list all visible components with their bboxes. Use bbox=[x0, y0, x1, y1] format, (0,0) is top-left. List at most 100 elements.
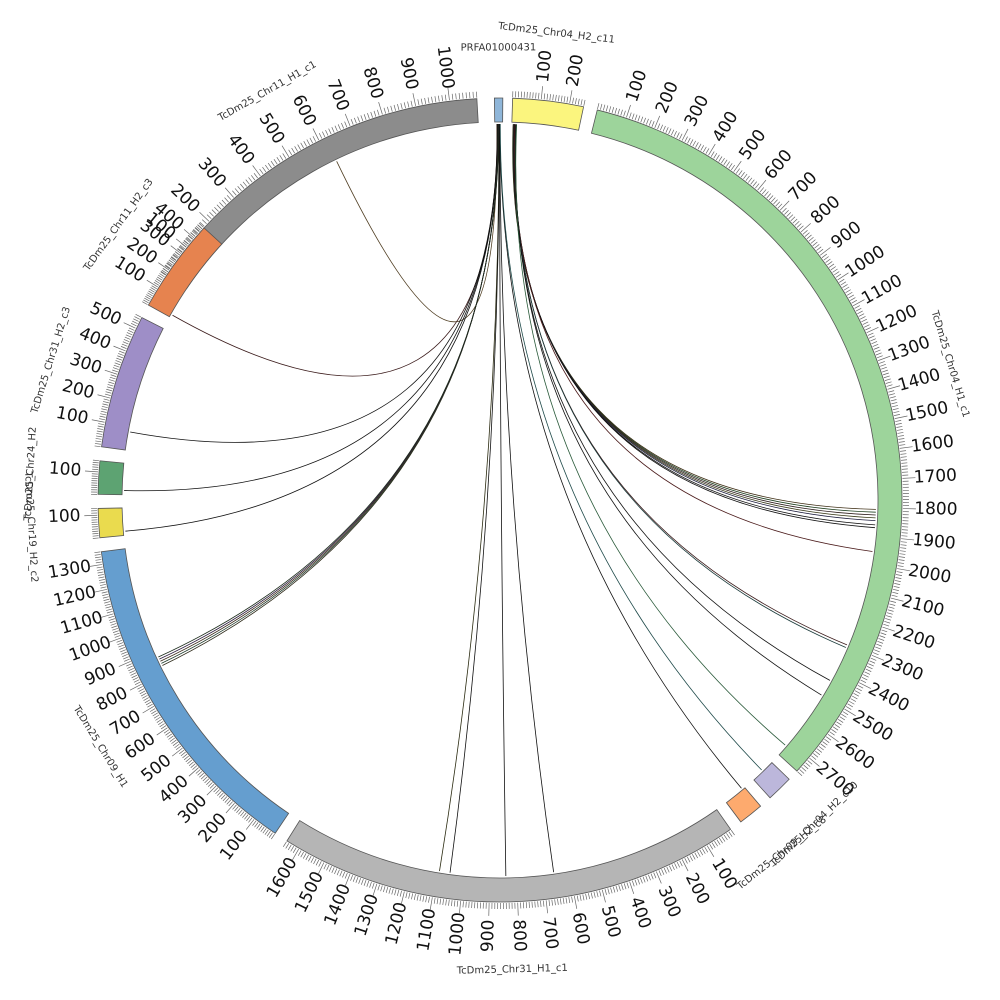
tick-label: 700 bbox=[538, 916, 562, 951]
tick-label: 1300 bbox=[885, 332, 933, 366]
ideogram-TcDm25_Chr31_H2_c3 bbox=[101, 316, 164, 451]
link-23 bbox=[514, 124, 873, 552]
link-5 bbox=[162, 123, 499, 666]
tick-label: 2100 bbox=[899, 591, 946, 621]
link-6 bbox=[161, 123, 499, 664]
ideogram-TcDm25_Chr11_H2_c3 bbox=[147, 227, 223, 318]
link-17 bbox=[512, 124, 876, 513]
tick-label: 1500 bbox=[291, 868, 328, 916]
tick-label: 1700 bbox=[913, 465, 957, 487]
tick-label: 1600 bbox=[263, 854, 302, 901]
ideogram-TcDm25_Chr09_H1 bbox=[100, 548, 290, 834]
tick-label: 500 bbox=[597, 903, 625, 939]
chromosome-label: TcDm25_Chr31_H1_c1 bbox=[456, 963, 568, 977]
ideogram-TcDm25_Chr11_H1_c1 bbox=[166, 98, 479, 290]
ideogram-TcDm25_Chr31_H1_c1 bbox=[286, 809, 732, 903]
tick-label: 500 bbox=[87, 298, 125, 330]
tick-label: 300 bbox=[654, 883, 685, 921]
tick-label: 1300 bbox=[351, 892, 383, 939]
ticks-TcDm25_Chr31_H2_c3 bbox=[91, 314, 142, 448]
tick-label: 700 bbox=[785, 168, 822, 205]
link-16 bbox=[512, 124, 876, 510]
tick-label: 600 bbox=[288, 92, 320, 130]
tick-label: 200 bbox=[681, 870, 714, 908]
tick-label: 700 bbox=[322, 77, 353, 115]
link-1 bbox=[172, 124, 498, 377]
tick-label: 100 bbox=[48, 458, 82, 480]
tick-label: 2200 bbox=[890, 621, 937, 654]
tick-label: 1000 bbox=[842, 242, 889, 282]
tick-label: 100 bbox=[622, 67, 651, 104]
link-21 bbox=[513, 124, 876, 526]
link-14 bbox=[499, 123, 742, 789]
ticks-TcDm25_Chr04_H2_c11 bbox=[512, 86, 586, 106]
link-27 bbox=[515, 124, 822, 696]
link-0 bbox=[336, 124, 498, 323]
link-3 bbox=[124, 124, 499, 492]
link-12 bbox=[499, 123, 507, 876]
link-20 bbox=[513, 124, 876, 522]
ideogram-TcDm25_Chr04_H2_c11 bbox=[511, 97, 585, 131]
link-15 bbox=[499, 123, 762, 771]
tick-label: 2000 bbox=[907, 561, 953, 588]
tick-label: 1200 bbox=[873, 301, 921, 337]
tick-label: 200 bbox=[652, 79, 683, 117]
ticks-TcDm25_Chr24_H2 bbox=[84, 459, 99, 495]
ideogram-TcDm25_Chr04_H2_c10 bbox=[753, 762, 790, 799]
tick-label: 800 bbox=[807, 192, 845, 229]
chromosome-label: TcDm25_Chr31_H2_c3 bbox=[29, 306, 73, 416]
tick-label: 100 bbox=[533, 49, 556, 83]
ideogram-layer bbox=[97, 97, 903, 903]
tick-label: 1100 bbox=[413, 907, 440, 953]
ideogram-TcDm25_Chr09_H2_c8 bbox=[725, 787, 762, 823]
tick-label: 500 bbox=[735, 126, 770, 164]
tick-label: 400 bbox=[223, 130, 258, 168]
ideogram-TcDm25_Chr04_H1_c1 bbox=[590, 109, 903, 772]
tick-label: 200 bbox=[60, 376, 96, 404]
tick-label: 1100 bbox=[58, 607, 105, 638]
link-10 bbox=[439, 123, 500, 872]
chromosome-label: TcDm25_Chr09_H2_c8 bbox=[734, 814, 828, 892]
tick-label: 300 bbox=[681, 92, 714, 130]
tick-label: 900 bbox=[396, 56, 422, 92]
links-layer bbox=[124, 123, 876, 876]
tick-label: 100 bbox=[54, 403, 90, 429]
ticks-TcDm25_Chr11_H2_c3 bbox=[142, 222, 204, 305]
tick-label: 1100 bbox=[858, 271, 906, 309]
ticks-TcDm25_Chr19_H2_c2 bbox=[84, 508, 99, 539]
tick-label: 2300 bbox=[879, 650, 927, 685]
tick-label: 600 bbox=[761, 146, 797, 184]
tick-label: 600 bbox=[568, 911, 594, 947]
link-19 bbox=[513, 124, 876, 519]
tick-label: 400 bbox=[76, 323, 114, 354]
chromosome-label: PRFA01000431 bbox=[461, 42, 537, 53]
tick-label: 400 bbox=[709, 108, 743, 146]
tick-label: 1200 bbox=[382, 900, 412, 947]
tick-label: 1000 bbox=[433, 45, 458, 90]
link-18 bbox=[512, 124, 876, 516]
tick-label: 1000 bbox=[445, 911, 469, 956]
tick-label: 300 bbox=[67, 349, 104, 378]
link-7 bbox=[160, 123, 499, 662]
ticks-TcDm25_Chr11_H1_c1 bbox=[160, 87, 478, 275]
tick-label: 1500 bbox=[904, 398, 950, 426]
ideogram-TcDm25_Chr24_H2 bbox=[97, 460, 125, 496]
link-9 bbox=[158, 123, 500, 658]
tick-label: 1900 bbox=[911, 530, 956, 554]
tick-label: 1800 bbox=[914, 499, 958, 520]
tick-label: 1400 bbox=[896, 365, 943, 396]
link-11 bbox=[449, 123, 500, 873]
tick-label: 2500 bbox=[849, 706, 896, 746]
link-8 bbox=[159, 123, 499, 660]
tick-label: 100 bbox=[707, 855, 741, 893]
link-28 bbox=[515, 124, 786, 746]
tick-label: 400 bbox=[626, 894, 655, 931]
tick-label: 800 bbox=[359, 65, 388, 102]
tick-label: 1400 bbox=[320, 881, 355, 929]
tick-label: 2400 bbox=[865, 679, 913, 716]
chromosome-label: TcDm25_Chr24_H2 bbox=[23, 426, 39, 522]
tick-label: 900 bbox=[478, 919, 499, 952]
tick-label: 200 bbox=[563, 53, 588, 88]
link-4 bbox=[125, 124, 499, 532]
